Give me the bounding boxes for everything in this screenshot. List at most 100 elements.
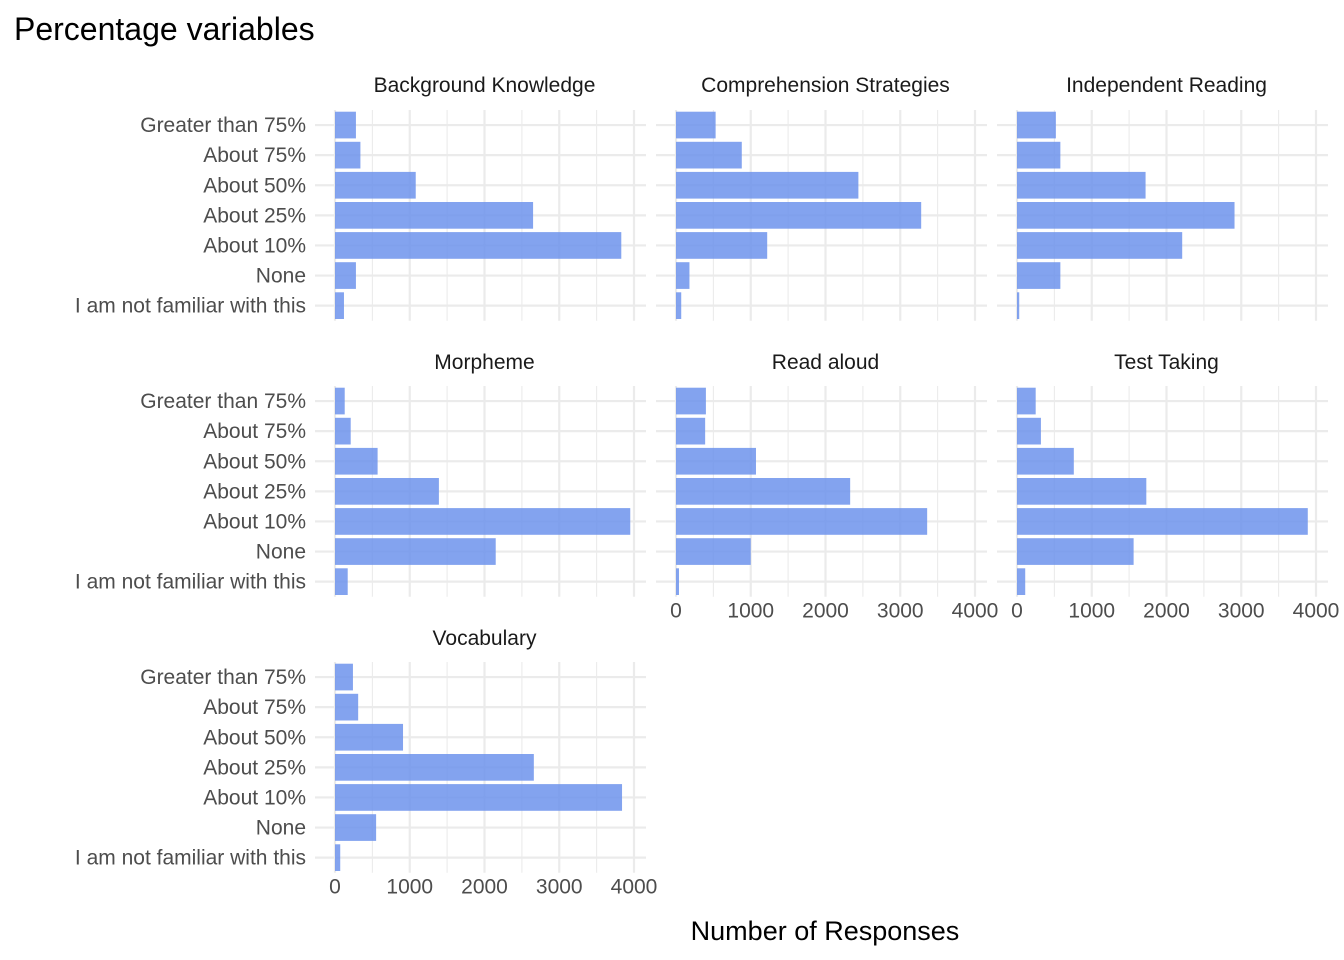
category-label: None [256,265,306,288]
bar [335,111,356,139]
bar [335,784,623,811]
x-tick-label: 3000 [536,876,583,899]
bar [1017,447,1074,475]
facet-title: Morpheme [434,351,534,374]
category-label: About 75% [203,420,306,443]
bar [335,202,534,229]
bar [1017,171,1146,199]
x-tick-label: 3000 [877,600,924,623]
bar [335,538,496,565]
x-tick-label: 0 [329,876,341,899]
bar [1017,141,1061,169]
facet-panel: Read aloud 0 1000 2000 3000 4000 [656,351,998,623]
facet-title: Background Knowledge [374,74,596,97]
bar [676,202,922,229]
bar [335,232,622,259]
bar [676,508,928,535]
facet-panel: Vocabulary Greater than 75% About 75% About… [75,627,657,899]
facet-title: Independent Reading [1066,74,1267,97]
category-label: About 75% [203,144,306,167]
bar [676,232,768,259]
bar [335,844,341,871]
bar [676,171,859,199]
bar [1017,478,1147,505]
chart-title: Percentage variables [14,11,315,47]
bar [335,171,416,199]
bar [335,141,361,169]
category-label: I am not familiar with this [75,571,306,594]
bar [1017,417,1041,445]
x-tick-label: 4000 [611,876,658,899]
facet-title: Comprehension Strategies [701,74,950,97]
category-label: About 25% [203,480,306,503]
bar [335,754,534,781]
x-tick-label: 3000 [1218,600,1265,623]
bar [676,111,716,139]
bar [676,262,690,289]
bar [1017,508,1308,535]
bar [1017,292,1020,319]
facet-panel: Comprehension Strategies [656,74,987,321]
bar [335,417,351,445]
category-label: About 10% [203,234,306,257]
category-label: About 50% [203,450,306,473]
x-axis-label: Number of Responses [691,916,960,946]
category-label: I am not familiar with this [75,847,306,870]
category-label: Greater than 75% [140,666,306,689]
category-label: I am not familiar with this [75,295,306,318]
x-tick-label: 0 [670,600,682,623]
x-tick-label: 4000 [952,600,999,623]
bar [335,447,378,475]
bar [335,814,377,841]
category-label: Greater than 75% [140,390,306,413]
facet-panel: Test Taking 0 1000 2000 3000 4000 [997,351,1339,623]
bar [1017,538,1134,565]
x-tick-label: 1000 [1068,600,1115,623]
x-tick-label: 0 [1011,600,1023,623]
bar [1017,387,1036,415]
category-label: About 10% [203,510,306,533]
x-tick-label: 2000 [802,600,849,623]
facet-panel: Morpheme Greater than 75% About 75% About 5… [75,351,646,597]
x-tick-label: 2000 [1143,600,1190,623]
bar [676,292,682,319]
x-tick-label: 1000 [727,600,774,623]
bar [1017,202,1235,229]
bar [335,693,359,721]
bar [676,417,706,445]
category-label: About 25% [203,204,306,227]
facet-panel: Background Knowledge Greater than 75% Abou… [75,74,646,321]
category-label: About 50% [203,726,306,749]
bar [335,387,345,415]
category-label: About 25% [203,756,306,779]
panels: Background Knowledge Greater than 75% Abou… [75,74,1339,899]
bar [676,568,679,595]
bar [335,478,439,505]
category-label: None [256,817,306,840]
category-label: None [256,541,306,564]
bar [335,663,353,691]
category-label: About 10% [203,786,306,809]
bar [1017,111,1056,139]
category-label: About 50% [203,174,306,197]
bar [1017,262,1061,289]
bar [335,508,631,535]
x-tick-label: 2000 [461,876,508,899]
category-label: About 75% [203,696,306,719]
facet-panel: Independent Reading [997,74,1328,321]
facet-title: Read aloud [772,351,879,374]
bar [676,478,851,505]
bar [676,447,756,475]
category-label: Greater than 75% [140,114,306,137]
bar [676,538,751,565]
facet-title: Vocabulary [433,627,537,650]
bar [335,723,404,751]
bar [335,292,344,319]
x-tick-label: 4000 [1293,600,1340,623]
bar [1017,232,1183,259]
bar [335,568,348,595]
bar [676,387,706,415]
bar [335,262,356,289]
bar [676,141,742,169]
